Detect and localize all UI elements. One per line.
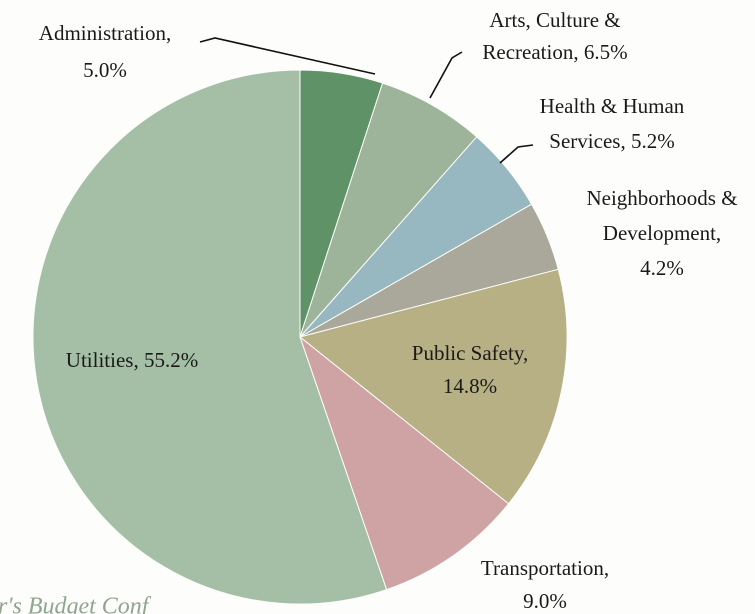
- slice-label: Services, 5.2%: [549, 129, 674, 153]
- slice-label: 14.8%: [443, 374, 497, 398]
- footer-text: r's Budget Conf: [0, 594, 152, 614]
- slice-label: Recreation, 6.5%: [482, 40, 627, 64]
- slice-label: Neighborhoods &: [586, 186, 737, 210]
- slice-label: Development,: [603, 221, 721, 245]
- slice-label: Arts, Culture &: [489, 8, 620, 32]
- pie-slice: [298, 268, 568, 505]
- slice-label: 4.2%: [640, 256, 684, 280]
- slice-label: Administration,: [39, 21, 171, 45]
- pie-slice: [298, 335, 510, 591]
- slice-label: 5.0%: [83, 58, 127, 82]
- slice-label: Public Safety,: [412, 341, 528, 365]
- pie-slice: [299, 82, 478, 338]
- slice-label: Transportation,: [481, 556, 609, 580]
- slice-label: Utilities, 55.2%: [66, 348, 198, 372]
- leader-line: [429, 51, 463, 99]
- leader-line: [499, 144, 534, 164]
- pie-slice: [32, 69, 388, 605]
- leader-line: [199, 37, 376, 75]
- pie: [32, 69, 568, 605]
- slice-label: Health & Human: [540, 94, 685, 118]
- slice-label: 9.0%: [523, 589, 567, 613]
